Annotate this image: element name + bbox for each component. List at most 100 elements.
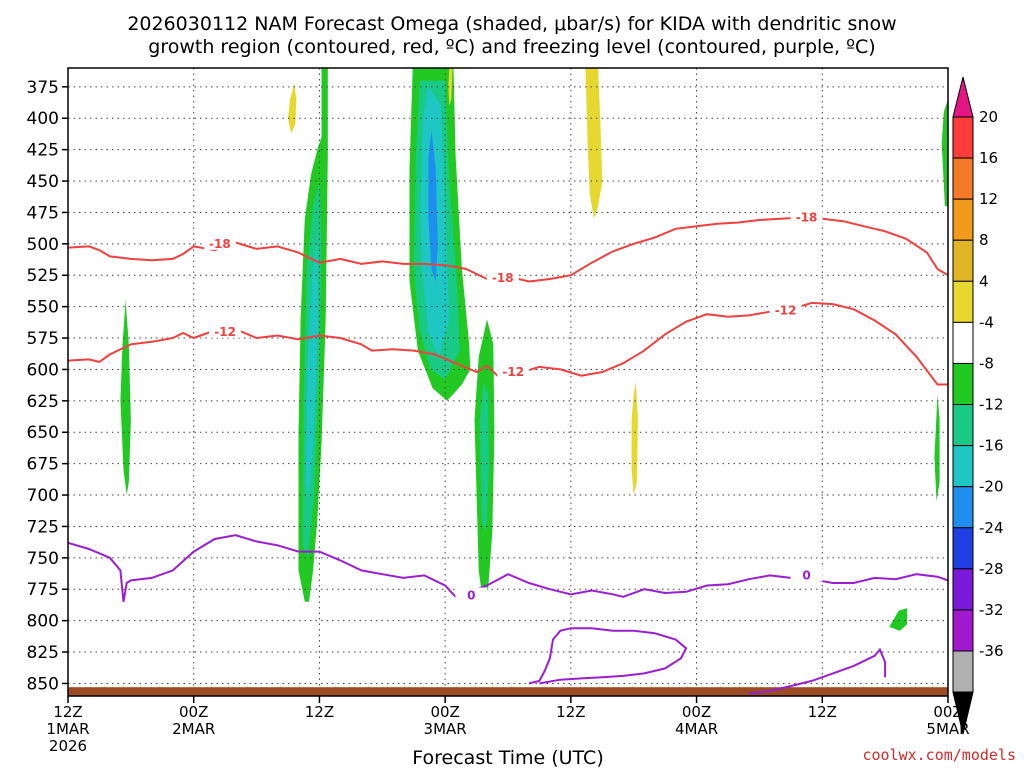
contour-label-18a: -18	[209, 237, 231, 251]
x-tick-label-60-0: 00Z	[682, 703, 711, 721]
colorbar-swatch-11	[952, 568, 974, 611]
y-tick-label-450: 450	[27, 172, 59, 192]
x-tick-label-0-1: 1MAR	[46, 720, 89, 738]
contour-label-18b: -18	[492, 271, 514, 285]
contour-label-18c-bg	[790, 209, 823, 224]
y-tick-label-400: 400	[27, 109, 59, 129]
y-tick-label-475: 475	[27, 203, 59, 223]
colorbar-swatch-9	[952, 486, 974, 529]
x-tick-label-84-0: 00Z	[933, 703, 962, 721]
colorbar-label-0: 20	[979, 108, 998, 126]
colorbar-swatch-10	[952, 527, 974, 570]
colorbar-label-5: -4	[979, 313, 994, 331]
colorbar-swatch-6	[952, 362, 974, 406]
omega-region-7	[428, 130, 438, 282]
omega-region-12	[889, 608, 908, 631]
contour-label-0a-bg	[455, 587, 488, 602]
colorbar-swatch-4	[952, 280, 974, 323]
x-tick-label-36-1: 3MAR	[424, 720, 467, 738]
purple-contour-2	[748, 647, 887, 695]
y-tick-label-750: 750	[27, 549, 59, 569]
contour-label-0a: 0	[467, 589, 475, 603]
colorbar-swatch-0	[952, 116, 974, 159]
chart-title-line1: 2026030112 NAM Forecast Omega (shaded, μ…	[127, 13, 896, 35]
contour-lines: -18 -18 -18 -12 -12 -12 0 0	[68, 209, 948, 695]
colorbar-swatch-3	[952, 239, 974, 282]
colorbar-swatch-5	[952, 321, 974, 364]
omega-region-10	[934, 394, 940, 502]
colorbar-label-1: 16	[979, 149, 998, 167]
terrain-fill	[68, 687, 948, 696]
colorbar-label-9: -20	[979, 478, 1004, 496]
plot-frame	[67, 67, 949, 697]
colorbar-label-6: -8	[979, 354, 994, 372]
colorbar-label-10: -24	[979, 519, 1004, 537]
y-tick-label-825: 825	[27, 643, 59, 663]
contour-label-12c-bg	[769, 302, 802, 317]
omega-region-16	[631, 382, 638, 495]
x-tick-label-60-1: 4MAR	[675, 720, 718, 738]
contour-label-18a-bg	[203, 235, 236, 250]
colorbar-bottom-arrow	[952, 691, 974, 735]
colorbar-label-4: 4	[979, 272, 989, 290]
omega-region-11	[941, 99, 948, 207]
x-tick-label-36-0: 00Z	[430, 703, 459, 721]
colorbar-label-12: -32	[979, 601, 1004, 619]
omega-region-14	[448, 68, 453, 106]
colorbar-swatch-8	[952, 445, 974, 488]
x-tick-label-48-0: 12Z	[556, 703, 585, 721]
colorbar-top-arrow	[952, 76, 974, 118]
y-tick-label-675: 675	[27, 455, 59, 475]
x-tick-label-24-0: 12Z	[305, 703, 334, 721]
colorbar: 20 16 12 8 4 -4 -8 -12 -16 -20 -24 -28 -32 -36	[952, 76, 1004, 735]
colorbar-label-8: -16	[979, 437, 1004, 455]
y-tick-label-575: 575	[27, 329, 59, 349]
omega-region-15	[585, 68, 603, 219]
y-axis: 375 400 425 450 475 500 525 550 575 600 625 650 675 7…	[27, 78, 68, 694]
grid-lines	[68, 68, 948, 696]
y-tick-label-425: 425	[27, 141, 59, 161]
y-tick-label-775: 775	[27, 580, 59, 600]
y-tick-label-850: 850	[27, 674, 59, 694]
y-tick-label-625: 625	[27, 392, 59, 412]
contour-label-0b-bg	[790, 567, 823, 582]
y-tick-label-650: 650	[27, 423, 59, 443]
chart-title-line2: growth region (contoured, red, ºC) and f…	[148, 36, 875, 58]
colorbar-swatch-2	[952, 198, 974, 241]
purple-contour-1	[528, 627, 688, 685]
colorbar-label-11: -28	[979, 560, 1004, 578]
y-tick-label-525: 525	[27, 266, 59, 286]
colorbar-swatch-13	[952, 650, 974, 693]
colorbar-label-2: 12	[979, 190, 998, 208]
contour-label-12a-bg	[209, 323, 242, 338]
y-tick-label-550: 550	[27, 298, 59, 318]
contour-label-0b: 0	[802, 568, 810, 582]
colorbar-swatch-1	[952, 157, 974, 200]
contour-label-18b-bg	[486, 269, 519, 284]
credit-text: coolwx.com/models	[862, 746, 1016, 764]
contour-label-12b: -12	[502, 365, 524, 379]
y-tick-label-375: 375	[27, 78, 59, 98]
y-tick-label-700: 700	[27, 486, 59, 506]
omega-shading	[120, 68, 948, 631]
colorbar-swatch-12	[952, 609, 974, 652]
y-tick-label-800: 800	[27, 612, 59, 632]
y-tick-label-600: 600	[27, 360, 59, 380]
x-tick-label-84-1: 5MAR	[926, 720, 969, 738]
x-tick-label-12-1: 2MAR	[172, 720, 215, 738]
contour-label-12c: -12	[775, 303, 797, 317]
omega-region-3	[305, 231, 319, 496]
x-tick-label-72-0: 12Z	[808, 703, 837, 721]
x-tick-label-0-2: 2026	[49, 737, 87, 755]
colorbar-swatch-7	[952, 404, 974, 447]
x-tick-label-0-0: 12Z	[53, 703, 82, 721]
colorbar-label-3: 8	[979, 231, 989, 249]
omega-region-0	[120, 300, 131, 495]
contour-label-18c: -18	[796, 210, 818, 224]
omega-region-13	[288, 83, 297, 134]
y-tick-label-500: 500	[27, 235, 59, 255]
colorbar-label-13: -36	[979, 642, 1004, 660]
terrain-band	[68, 687, 948, 696]
